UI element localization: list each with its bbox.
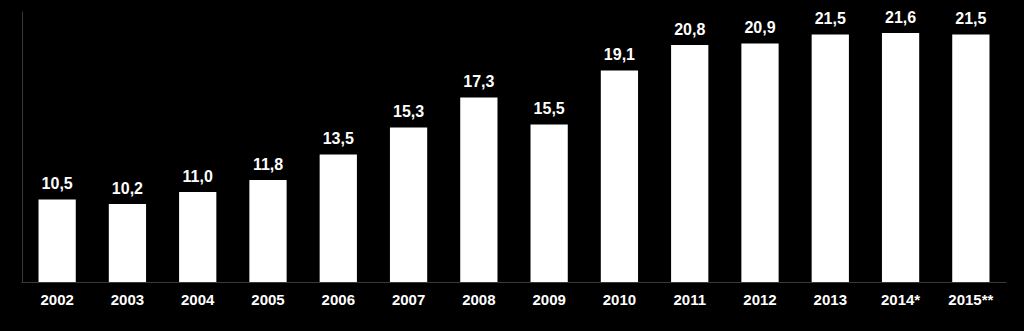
svg-text:11,8: 11,8 <box>253 156 283 173</box>
svg-text:21,5: 21,5 <box>815 10 846 27</box>
svg-text:2006: 2006 <box>322 291 355 308</box>
svg-text:2015**: 2015** <box>948 291 993 308</box>
svg-text:21,5: 21,5 <box>955 10 986 27</box>
svg-text:2010: 2010 <box>603 291 636 308</box>
svg-text:2009: 2009 <box>532 291 565 308</box>
svg-text:11,0: 11,0 <box>183 168 213 185</box>
svg-text:2014*: 2014* <box>881 291 920 308</box>
svg-text:2012: 2012 <box>743 291 776 308</box>
svg-text:2007: 2007 <box>392 291 425 308</box>
svg-text:20,8: 20,8 <box>674 21 705 38</box>
svg-text:2013: 2013 <box>814 291 847 308</box>
svg-text:2011: 2011 <box>673 291 706 308</box>
svg-text:10,2: 10,2 <box>112 180 143 197</box>
svg-text:10,5: 10,5 <box>42 175 73 192</box>
svg-text:2003: 2003 <box>111 291 144 308</box>
svg-text:2005: 2005 <box>251 291 284 308</box>
svg-text:2002: 2002 <box>40 291 73 308</box>
svg-text:21,6: 21,6 <box>885 9 916 26</box>
svg-text:2004: 2004 <box>181 291 215 308</box>
svg-text:2008: 2008 <box>462 291 495 308</box>
svg-text:15,5: 15,5 <box>534 100 565 117</box>
svg-text:17,3: 17,3 <box>463 73 494 90</box>
svg-text:13,5: 13,5 <box>323 130 354 147</box>
svg-text:15,3: 15,3 <box>393 103 424 120</box>
svg-text:20,9: 20,9 <box>744 19 775 36</box>
svg-text:19,1: 19,1 <box>604 46 635 63</box>
